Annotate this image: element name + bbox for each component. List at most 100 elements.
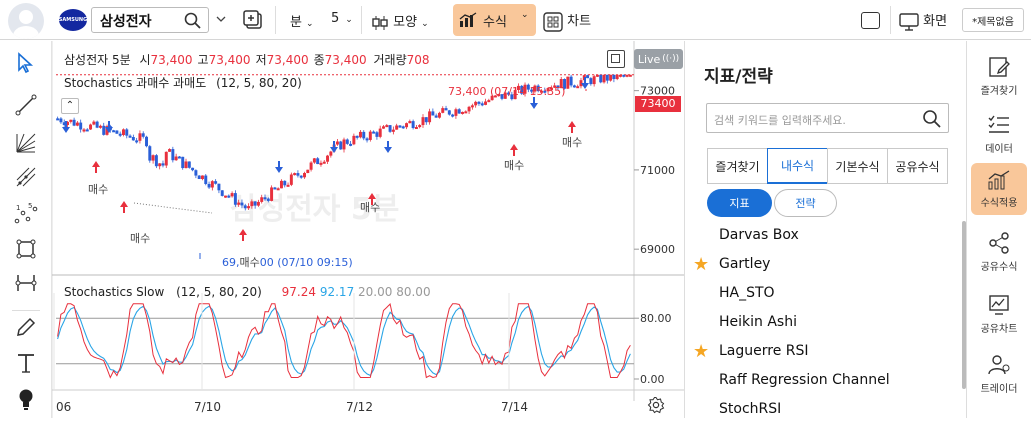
- indicator-chart-icon: [459, 12, 477, 27]
- tab-my-formulas[interactable]: 내수식: [767, 148, 828, 184]
- screen-button[interactable]: 화면: [899, 10, 947, 31]
- candle-body: [145, 136, 148, 147]
- favorite-star-icon[interactable]: ★: [693, 254, 710, 275]
- candle-body: [92, 121, 96, 125]
- candle-body: [490, 95, 494, 101]
- search-icon[interactable]: [922, 109, 942, 129]
- candle-body: [279, 180, 283, 189]
- candle-body: [237, 202, 241, 205]
- stoch-lower-value: 20.00: [358, 285, 393, 299]
- tab-shared-formulas[interactable]: 공유수식: [887, 148, 948, 184]
- chevron-down-icon[interactable]: [216, 14, 226, 24]
- candle-body: [595, 74, 599, 77]
- candle-body: [520, 85, 524, 94]
- chevron-down-icon: ⌄: [421, 19, 429, 29]
- candle-body: [437, 112, 441, 118]
- candle-body: [293, 173, 297, 176]
- candle-body: [342, 139, 346, 150]
- gann-fan-icon[interactable]: [14, 131, 38, 155]
- list-item[interactable]: ★ Gartley: [685, 254, 960, 280]
- sell-arrow-icon: [581, 77, 589, 89]
- rectangle-tool-icon[interactable]: [14, 237, 38, 261]
- pill-strategy[interactable]: 전략: [774, 189, 837, 217]
- candle-body: [405, 123, 409, 128]
- formula-button[interactable]: 수식 ⌄: [453, 4, 536, 36]
- collapse-toggle[interactable]: ⌃: [61, 98, 79, 114]
- list-item-label: Raff Regression Channel: [719, 372, 890, 388]
- candle-body: [335, 141, 339, 145]
- tab-favorites[interactable]: 즐겨찾기: [707, 148, 768, 184]
- volume-value: 708: [406, 53, 430, 67]
- candle-body: [431, 111, 435, 116]
- candle-body: [154, 155, 158, 167]
- indicator-search-input[interactable]: 검색 키워드를 입력해주세요.: [706, 103, 949, 133]
- stock-search-box[interactable]: 삼성전자: [91, 7, 209, 33]
- candle-body: [75, 122, 79, 126]
- candle-body: [434, 115, 438, 118]
- cursor-arrow-icon[interactable]: [14, 51, 38, 75]
- candle-body: [303, 173, 306, 178]
- buy-label-overlap: 매수: [239, 256, 260, 269]
- list-item-label: StochRSI: [719, 401, 782, 417]
- sidebar-item-shared-formula[interactable]: 공유수식: [971, 225, 1027, 277]
- pill-indicator[interactable]: 지표: [707, 189, 772, 217]
- candle-body: [553, 85, 557, 88]
- list-item-label: Gartley: [719, 256, 771, 272]
- buy-arrow-icon: [92, 161, 100, 173]
- candle-body: [224, 195, 227, 198]
- maximize-button[interactable]: [607, 50, 625, 68]
- add-chart-icon[interactable]: [242, 9, 264, 31]
- scrollbar[interactable]: [962, 221, 966, 389]
- favorite-star-icon[interactable]: ★: [693, 341, 710, 362]
- live-button[interactable]: Live ((·)): [634, 49, 683, 69]
- sidebar-item-trader[interactable]: 트레이더: [971, 347, 1027, 399]
- candle-body: [233, 193, 237, 205]
- sidebar-item-favorites[interactable]: 즐겨찾기: [971, 49, 1027, 101]
- candle-body: [227, 195, 231, 198]
- tab-basic-formulas[interactable]: 기본수식: [827, 148, 888, 184]
- list-item[interactable]: Darvas Box: [685, 225, 960, 251]
- sidebar-item-data[interactable]: 데이터: [971, 107, 1027, 159]
- list-item[interactable]: ★ Laguerre RSI: [685, 341, 960, 367]
- interval-unit-select[interactable]: 분 ⌄: [290, 11, 314, 30]
- chart-layout-button[interactable]: 차트: [543, 10, 591, 32]
- list-item[interactable]: Raff Regression Channel: [685, 370, 960, 396]
- search-icon[interactable]: [184, 12, 202, 30]
- buy-arrow-icon: [120, 201, 128, 213]
- pencil-icon[interactable]: [14, 315, 38, 339]
- user-avatar[interactable]: [8, 3, 44, 39]
- lightbulb-icon[interactable]: [14, 387, 38, 411]
- candle-body: [375, 132, 379, 137]
- candle-body: [533, 85, 537, 92]
- pitchfork-icon[interactable]: [14, 165, 38, 189]
- settings-gear-icon[interactable]: [647, 396, 665, 414]
- chart-shape-select[interactable]: 모양 ⌄: [371, 11, 429, 31]
- layout-title-button[interactable]: *제목없음: [962, 8, 1024, 32]
- candle-body: [497, 94, 501, 97]
- indicator2-params: (12, 5, 80, 20): [176, 285, 262, 299]
- list-item[interactable]: HA_STO: [685, 283, 960, 309]
- stoch-d-line: [57, 305, 631, 377]
- elliott-wave-icon[interactable]: 51: [14, 201, 38, 225]
- indicator2-header: Stochastics Slow (12, 5, 80, 20) 97.24 9…: [64, 285, 431, 299]
- candle-body: [605, 74, 609, 81]
- checkbox-toggle[interactable]: [861, 12, 880, 29]
- low-annotation-text-1: 69,: [222, 256, 240, 269]
- interval-value-select[interactable]: 5 ⌄: [331, 11, 353, 26]
- price-chart-canvas[interactable]: 삼성전자 5분730007100069000매수매수매수매수매수80.000.0…: [52, 41, 684, 418]
- candle-body: [168, 149, 172, 152]
- list-item[interactable]: Heikin Ashi: [685, 312, 960, 338]
- stoch-upper-value: 80.00: [396, 285, 431, 299]
- candle-body: [256, 201, 260, 206]
- candle-body: [164, 151, 168, 166]
- list-item[interactable]: StochRSI: [685, 399, 960, 425]
- trendline-icon[interactable]: [14, 93, 38, 117]
- candle-body: [260, 197, 264, 202]
- sidebar-item-apply-formula[interactable]: 수식적용: [971, 163, 1027, 215]
- candle-body: [510, 94, 514, 100]
- text-tool-icon[interactable]: [14, 351, 38, 375]
- sidebar-item-shared-chart[interactable]: 공유차트: [971, 287, 1027, 339]
- candle-body: [131, 137, 135, 141]
- measure-tool-icon[interactable]: [14, 271, 38, 295]
